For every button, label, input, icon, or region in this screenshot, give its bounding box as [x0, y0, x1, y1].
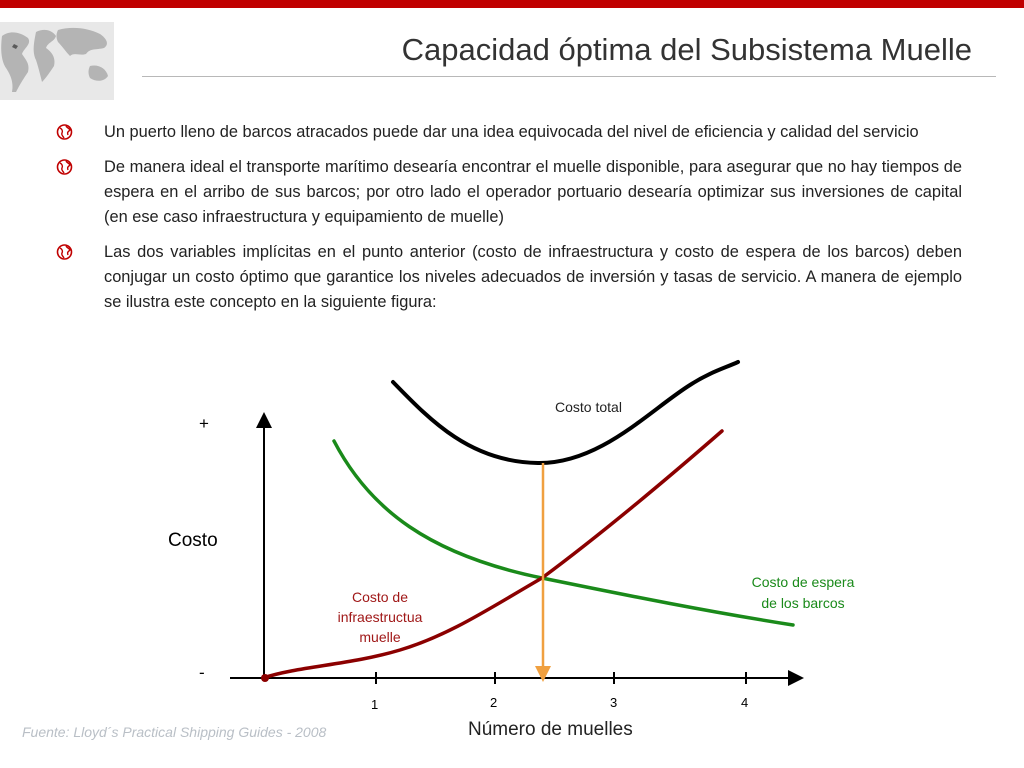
globe-icon [56, 159, 73, 175]
bullet-list: Un puerto lleno de barcos atracados pued… [56, 120, 962, 325]
waiting-cost-label-line: Costo de espera [751, 574, 855, 590]
optimum-arrowhead [535, 666, 551, 682]
top-accent-bar [0, 0, 1024, 8]
world-map-icon [0, 22, 114, 100]
waiting-cost-label: Costo de espera de los barcos [735, 572, 871, 614]
infrastructure-cost-label-line: muelle [359, 629, 401, 645]
x-tick-label: 3 [610, 695, 618, 710]
infrastructure-cost-label-line: Costo de [351, 589, 409, 605]
source-note: Fuente: Lloyd´s Practical Shipping Guide… [22, 724, 327, 740]
x-axis-label: Número de muelles [468, 719, 633, 740]
y-axis-arrowhead [256, 412, 272, 428]
y-plus-label: + [199, 414, 209, 433]
page-title: Capacidad óptima del Subsistema Muelle [401, 32, 972, 67]
y-minus-label: - [199, 663, 205, 682]
bullet-text: Un puerto lleno de barcos atracados pued… [104, 123, 919, 141]
bullet-item: Las dos variables implícitas en el punto… [56, 240, 962, 315]
x-axis-arrowhead [788, 670, 804, 686]
bullet-text: De manera ideal el transporte marítimo d… [104, 158, 962, 226]
x-tick-label: 2 [490, 695, 498, 710]
bullet-text: Las dos variables implícitas en el punto… [104, 243, 962, 311]
globe-icon [56, 124, 73, 140]
bullet-item: Un puerto lleno de barcos atracados pued… [56, 120, 962, 145]
title-divider [142, 76, 996, 77]
y-axis-label: Costo [168, 530, 218, 551]
x-tick-label: 1 [371, 697, 379, 712]
x-tick-label: 4 [741, 695, 749, 710]
infrastructure-cost-label: Costo de infraestructua muelle [320, 587, 440, 647]
total-cost-label: Costo total [555, 399, 622, 415]
bullet-item: De manera ideal el transporte marítimo d… [56, 155, 962, 230]
globe-icon [56, 244, 73, 260]
waiting-cost-label-line: de los barcos [761, 595, 845, 611]
infrastructure-cost-label-line: infraestructua [337, 609, 423, 625]
origin-point [261, 674, 269, 682]
